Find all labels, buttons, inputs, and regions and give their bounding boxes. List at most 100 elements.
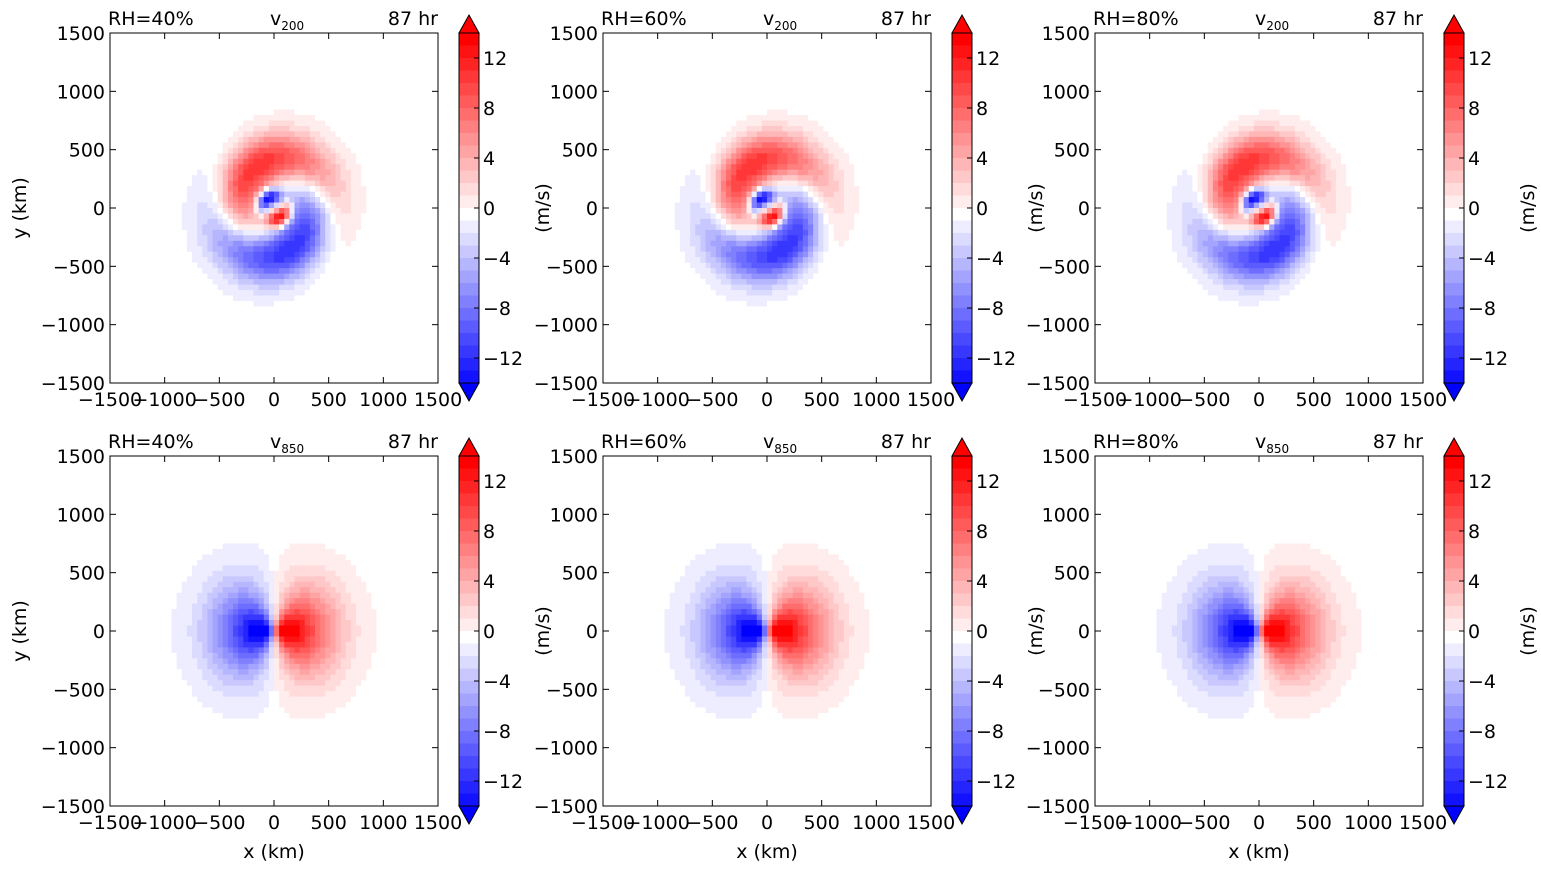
heatmap-cell [371, 257, 378, 264]
heatmap-cell [202, 333, 208, 340]
heatmap-cell [366, 224, 372, 231]
heatmap-cell [125, 355, 132, 362]
heatmap-cell [161, 104, 167, 111]
heatmap-cell [284, 240, 290, 247]
heatmap-cell [397, 71, 403, 78]
heatmap-cell [202, 136, 208, 143]
heatmap-cell [186, 169, 193, 176]
heatmap-cell [197, 361, 203, 368]
heatmap-cell [186, 158, 193, 165]
heatmap-cell [274, 257, 280, 264]
heatmap-cell [397, 38, 403, 45]
heatmap-cell [356, 115, 362, 122]
heatmap-cell [110, 164, 116, 171]
heatmap-cell [340, 43, 347, 51]
heatmap-cell [608, 82, 614, 89]
heatmap-cell [309, 131, 316, 138]
heatmap-cell [171, 115, 178, 122]
heatmap-cell [685, 82, 691, 89]
heatmap-cell [345, 98, 352, 105]
heatmap-cell [258, 251, 265, 258]
heatmap-cell [294, 262, 301, 269]
heatmap-cell [284, 169, 290, 176]
heatmap-cell [623, 60, 630, 67]
heatmap-cell [879, 33, 886, 40]
heatmap-cell [813, 54, 819, 61]
heatmap-cell [217, 377, 224, 383]
heatmap-cell [299, 136, 306, 143]
heatmap-cell [402, 300, 408, 308]
heatmap-cell [171, 136, 178, 143]
heatmap-cell [248, 82, 255, 89]
heatmap-cell [110, 300, 116, 308]
heatmap-cell [381, 71, 388, 78]
heatmap-cell [330, 257, 337, 264]
heatmap-cell [402, 240, 408, 247]
heatmap-cell [284, 76, 290, 83]
heatmap-cell [140, 65, 147, 72]
heatmap-cell [181, 279, 188, 286]
heatmap-cell [274, 350, 280, 357]
heatmap-cell [243, 60, 249, 67]
heatmap-cell [227, 54, 234, 61]
heatmap-cell [227, 109, 234, 116]
heatmap-cell [356, 131, 362, 138]
heatmap-cell [325, 235, 331, 242]
heatmap-cell [197, 246, 203, 253]
heatmap-cell [340, 257, 347, 264]
heatmap-cell [238, 350, 244, 357]
heatmap-cell [356, 257, 362, 264]
heatmap-cell [726, 54, 732, 61]
heatmap-cell [140, 317, 147, 324]
heatmap-cell [171, 82, 178, 89]
heatmap-cell [151, 279, 157, 286]
heatmap-cell [427, 120, 434, 127]
heatmap-cell [268, 208, 275, 215]
heatmap-cell [818, 76, 824, 83]
heatmap-cell [432, 328, 438, 335]
heatmap-cell [325, 158, 331, 165]
heatmap-cell [279, 109, 285, 116]
heatmap-cell [115, 33, 121, 40]
heatmap-cell [115, 295, 121, 302]
heatmap-cell [376, 158, 383, 165]
heatmap-cell [356, 361, 362, 368]
heatmap-cell [746, 54, 753, 61]
heatmap-cell [381, 109, 388, 116]
heatmap-cell [151, 372, 157, 379]
heatmap-cell [176, 164, 183, 171]
heatmap-field [603, 33, 931, 383]
heatmap-cell [432, 98, 438, 105]
heatmap-cell [335, 191, 342, 198]
heatmap-cell [633, 98, 640, 105]
heatmap-cell [130, 229, 137, 236]
heatmap-cell [427, 147, 434, 154]
heatmap-cell [110, 87, 116, 94]
heatmap-cell [248, 366, 255, 373]
heatmap-cell [248, 131, 255, 138]
heatmap-cell [356, 306, 362, 313]
heatmap-cell [258, 186, 265, 193]
heatmap-cell [181, 136, 188, 143]
heatmap-cell [366, 240, 372, 247]
heatmap-cell [238, 355, 244, 362]
heatmap-cell [325, 295, 331, 302]
heatmap-cell [397, 186, 403, 193]
heatmap-cell [320, 229, 326, 236]
heatmap-cell [186, 322, 193, 329]
heatmap-cell [130, 43, 137, 51]
heatmap-cell [181, 142, 188, 149]
heatmap-cell [233, 147, 239, 154]
heatmap-cell [402, 71, 408, 78]
heatmap-cell [151, 191, 157, 198]
heatmap-cell [171, 290, 178, 297]
heatmap-cell [391, 344, 398, 351]
heatmap-cell [376, 273, 383, 280]
heatmap-cell [603, 38, 609, 45]
heatmap-cell [371, 76, 378, 83]
heatmap-cell [140, 33, 147, 40]
heatmap-cell [309, 377, 316, 383]
heatmap-cell [350, 355, 357, 362]
heatmap-cell [258, 87, 265, 94]
heatmap-cell [802, 54, 809, 61]
